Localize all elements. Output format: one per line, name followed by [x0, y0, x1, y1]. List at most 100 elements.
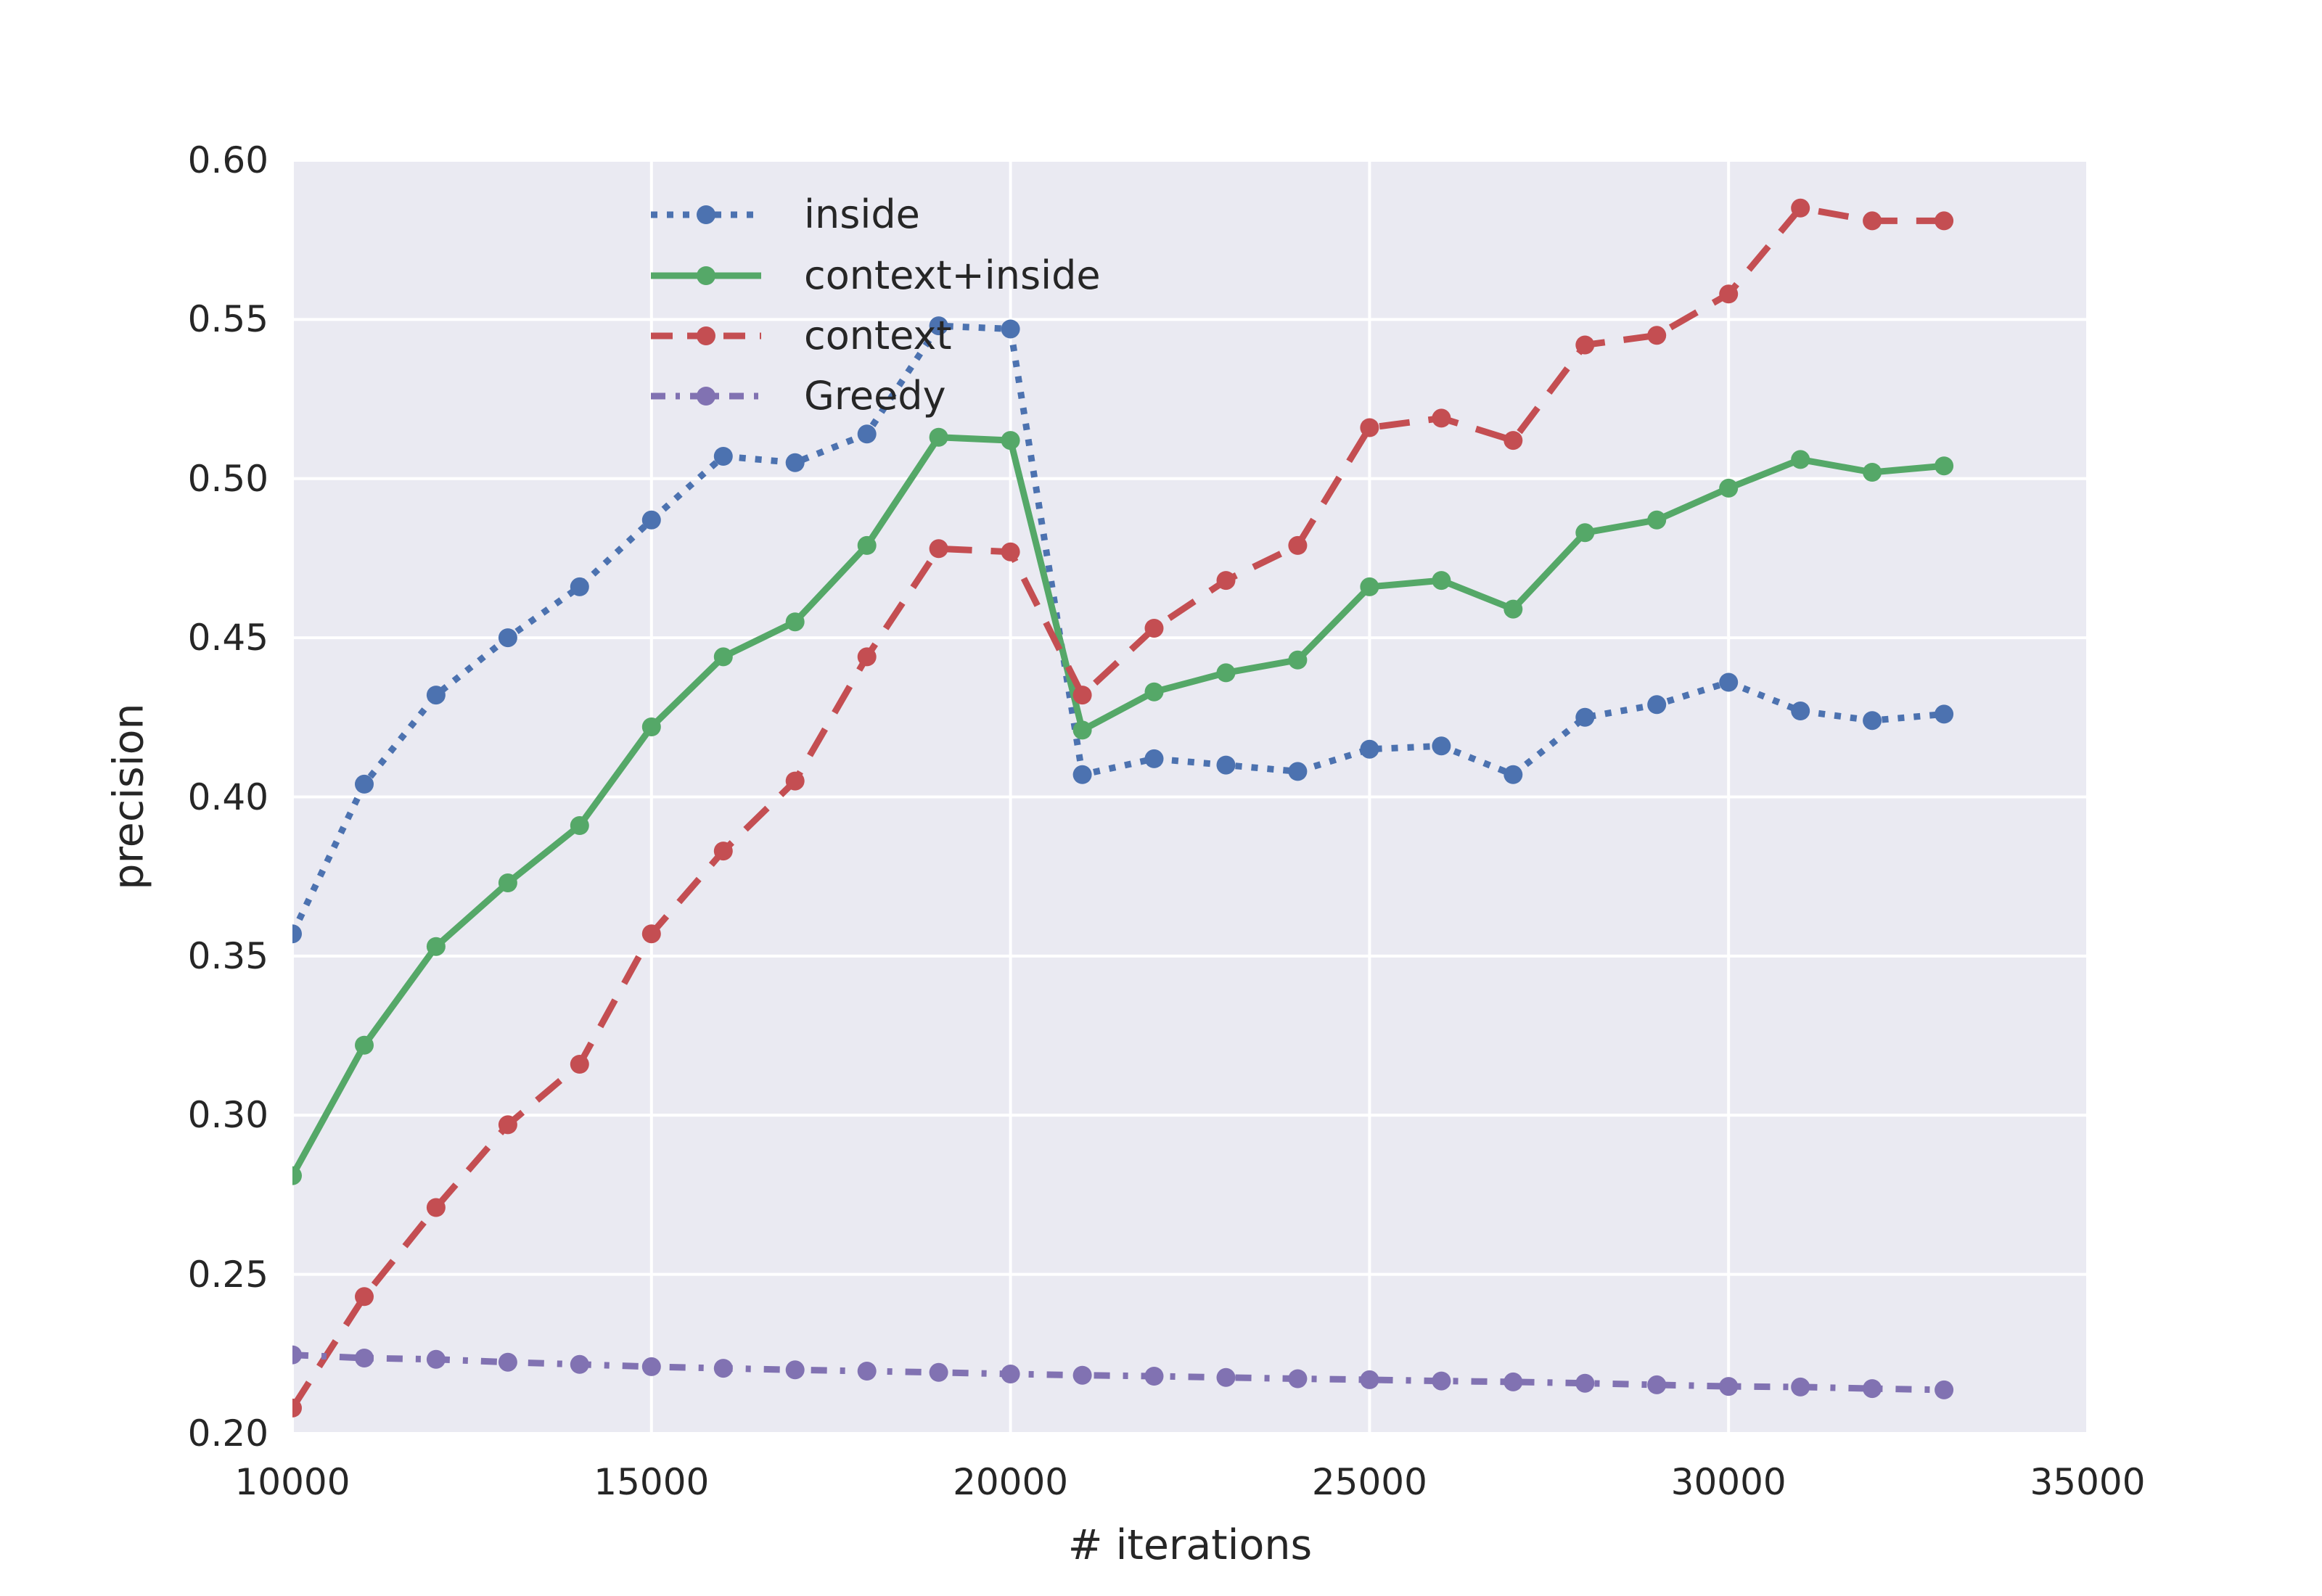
- x-tick-label: 15000: [594, 1461, 710, 1503]
- data-point-context+inside: [641, 717, 661, 736]
- data-point-context+inside: [1144, 682, 1164, 702]
- data-point-Greedy: [857, 1362, 877, 1381]
- legend-swatch-dotted-icon: [651, 205, 761, 224]
- x-tick-label: 20000: [953, 1461, 1069, 1503]
- data-point-context: [1144, 619, 1164, 638]
- data-point-inside: [1216, 755, 1236, 775]
- data-point-context+inside: [713, 647, 733, 667]
- data-point-context+inside: [426, 937, 446, 956]
- y-tick-label: 0.60: [187, 139, 268, 181]
- data-point-Greedy: [1216, 1367, 1236, 1387]
- data-point-Greedy: [1575, 1373, 1595, 1393]
- data-point-context+inside: [1432, 571, 1451, 591]
- data-point-inside: [1072, 765, 1092, 784]
- chart-canvas: [292, 160, 2088, 1433]
- data-point-context: [1935, 211, 1954, 231]
- data-point-context: [426, 1198, 446, 1217]
- data-point-context: [1288, 535, 1308, 555]
- data-point-context+inside: [1791, 450, 1810, 469]
- data-point-context+inside: [1935, 456, 1954, 476]
- data-point-Greedy: [1432, 1371, 1451, 1391]
- data-point-context+inside: [1575, 523, 1595, 543]
- data-point-context: [641, 924, 661, 944]
- data-point-inside: [292, 924, 302, 944]
- data-point-context+inside: [1719, 478, 1739, 498]
- data-point-Greedy: [426, 1349, 446, 1369]
- data-point-inside: [1647, 695, 1667, 715]
- data-point-context+inside: [1001, 431, 1020, 451]
- data-point-context+inside: [1863, 463, 1882, 482]
- y-tick-label: 0.45: [187, 617, 268, 659]
- legend-label: Greedy: [804, 373, 946, 419]
- legend-marker: [697, 387, 715, 406]
- data-point-Greedy: [1072, 1365, 1092, 1385]
- data-point-Greedy: [1935, 1380, 1954, 1399]
- data-point-inside: [1360, 739, 1379, 759]
- data-point-inside: [1144, 749, 1164, 768]
- data-point-context+inside: [1503, 599, 1523, 619]
- x-tick-label: 10000: [234, 1461, 350, 1503]
- legend-item-context: context: [648, 314, 952, 358]
- y-tick-label: 0.40: [187, 776, 268, 818]
- series-line-Greedy: [292, 1352, 1945, 1394]
- data-point-inside: [1575, 707, 1595, 727]
- data-point-context+inside: [292, 1166, 302, 1185]
- data-point-context+inside: [1288, 650, 1308, 670]
- legend-item-context+inside: context+inside: [648, 254, 1101, 297]
- data-point-context: [570, 1055, 589, 1074]
- data-point-Greedy: [292, 1345, 302, 1365]
- data-point-inside: [570, 577, 589, 596]
- data-point-context: [785, 771, 805, 791]
- legend-marker: [697, 266, 715, 285]
- data-point-Greedy: [1719, 1377, 1739, 1396]
- x-tick-label: 30000: [1670, 1461, 1786, 1503]
- data-point-inside: [1863, 711, 1882, 731]
- data-point-inside: [1432, 736, 1451, 756]
- data-point-inside: [355, 774, 374, 794]
- y-tick-label: 0.35: [187, 934, 268, 977]
- data-point-context: [355, 1287, 374, 1307]
- data-point-context: [1575, 335, 1595, 355]
- data-point-context+inside: [498, 873, 517, 892]
- data-point-inside: [498, 628, 517, 648]
- legend-swatch-dashed-icon: [651, 326, 761, 345]
- legend-swatch-dashdot-icon: [651, 387, 761, 406]
- data-point-context+inside: [1072, 720, 1092, 740]
- data-point-context: [929, 539, 948, 559]
- data-point-context: [498, 1115, 517, 1135]
- legend-label: context: [804, 313, 952, 358]
- legend-label: inside: [804, 192, 920, 237]
- data-point-context+inside: [857, 535, 877, 555]
- y-tick-label: 0.30: [187, 1094, 268, 1137]
- data-point-context: [1503, 431, 1523, 451]
- data-point-context: [1719, 284, 1739, 304]
- data-point-inside: [1791, 702, 1810, 720]
- plot-area: inside context+inside context Greedy: [292, 160, 2088, 1433]
- data-point-inside: [426, 686, 446, 705]
- data-point-Greedy: [1001, 1365, 1020, 1383]
- data-point-context: [1216, 571, 1236, 591]
- data-point-context+inside: [1360, 577, 1379, 596]
- data-point-inside: [785, 453, 805, 472]
- x-axis-label: # iterations: [1067, 1521, 1313, 1569]
- data-point-inside: [1503, 765, 1523, 784]
- data-point-context: [1791, 198, 1810, 218]
- data-point-Greedy: [1647, 1375, 1667, 1394]
- data-point-context+inside: [1216, 663, 1236, 683]
- data-point-context: [1863, 211, 1882, 231]
- data-point-Greedy: [1791, 1377, 1810, 1396]
- data-point-Greedy: [1360, 1370, 1379, 1389]
- data-point-inside: [929, 316, 948, 336]
- data-point-context+inside: [355, 1035, 374, 1055]
- data-point-inside: [641, 510, 661, 530]
- x-tick-label: 25000: [1311, 1461, 1427, 1503]
- data-point-context: [713, 842, 733, 861]
- data-point-context+inside: [1647, 510, 1667, 530]
- data-point-inside: [857, 424, 877, 444]
- data-point-Greedy: [785, 1360, 805, 1380]
- legend-marker: [697, 326, 715, 345]
- data-point-Greedy: [929, 1362, 948, 1382]
- data-point-Greedy: [1288, 1369, 1308, 1389]
- data-point-Greedy: [355, 1349, 374, 1367]
